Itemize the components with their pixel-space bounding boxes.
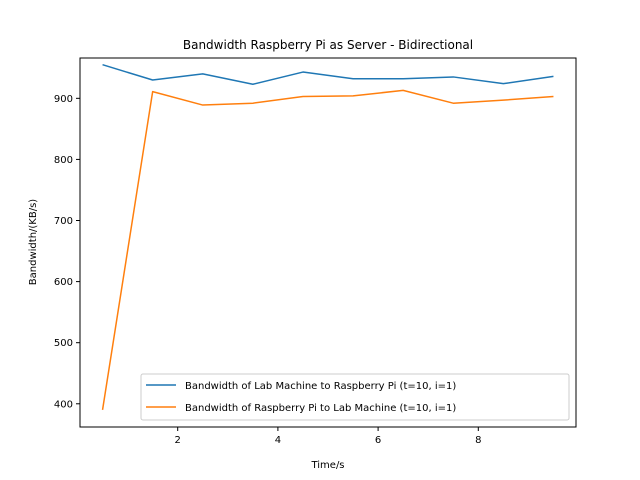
x-tick-label: 6: [375, 435, 381, 446]
legend: Bandwidth of Lab Machine to Raspberry Pi…: [140, 373, 570, 421]
x-axis: 2 4 6 8: [175, 427, 481, 446]
y-tick-label: 900: [54, 94, 73, 105]
legend-box: [140, 373, 570, 421]
y-tick-label: 500: [54, 338, 73, 349]
x-tick-label: 2: [175, 435, 181, 446]
chart-title: Bandwidth Raspberry Pi as Server - Bidir…: [183, 38, 473, 52]
y-tick-label: 700: [54, 216, 73, 227]
y-tick-label: 400: [54, 399, 73, 410]
x-tick-label: 8: [475, 435, 481, 446]
x-axis-label: Time/s: [310, 460, 344, 471]
legend-entry-label: Bandwidth of Lab Machine to Raspberry Pi…: [185, 381, 456, 392]
y-tick-label: 800: [54, 155, 73, 166]
legend-entry-label: Bandwidth of Raspberry Pi to Lab Machine…: [185, 403, 456, 414]
y-axis: 400 500 600 700 800 900: [54, 94, 80, 410]
y-tick-label: 600: [54, 277, 73, 288]
series-layer: [101, 64, 554, 411]
series-line-1: [102, 64, 554, 86]
x-tick-label: 4: [275, 435, 281, 446]
plot-frame: [79, 57, 577, 428]
series-line-2: [101, 89, 554, 411]
y-axis-label: Bandwidth/(KB/s): [28, 199, 39, 286]
